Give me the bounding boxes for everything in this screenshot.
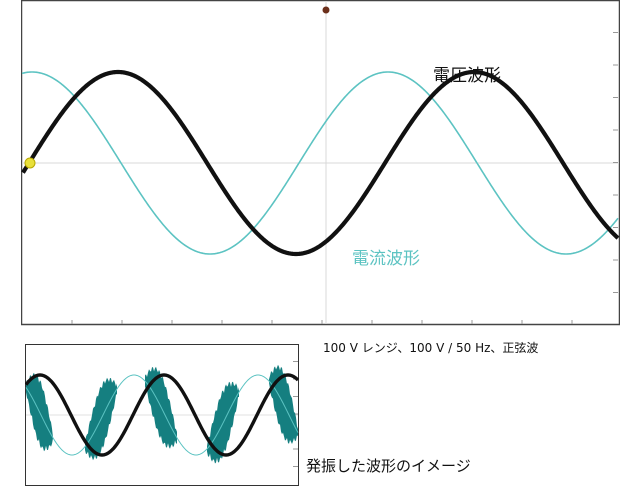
- main-scope-bottom-ticks: [71, 320, 573, 324]
- range-caption: 100 V レンジ、100 V / 50 Hz、正弦波: [323, 341, 539, 355]
- oscillation-burst: [26, 364, 298, 464]
- trigger-marker-icon[interactable]: [24, 157, 36, 169]
- current-waveform-trace: [21, 71, 619, 255]
- oscillation-scope-screen: [25, 344, 299, 486]
- cursor-dot-icon[interactable]: [322, 6, 330, 14]
- voltage-waveform-label: 電圧波形: [433, 66, 501, 86]
- oscillation-label: 発振した波形のイメージ: [306, 457, 471, 475]
- main-scope-right-ticks: [613, 32, 618, 293]
- voltage-waveform-trace: [21, 69, 620, 257]
- current-waveform-label: 電流波形: [352, 249, 420, 269]
- main-scope-screen: [21, 0, 620, 326]
- oscillation-voltage-trace: [25, 373, 299, 457]
- oscillation-current-trace: [25, 374, 299, 456]
